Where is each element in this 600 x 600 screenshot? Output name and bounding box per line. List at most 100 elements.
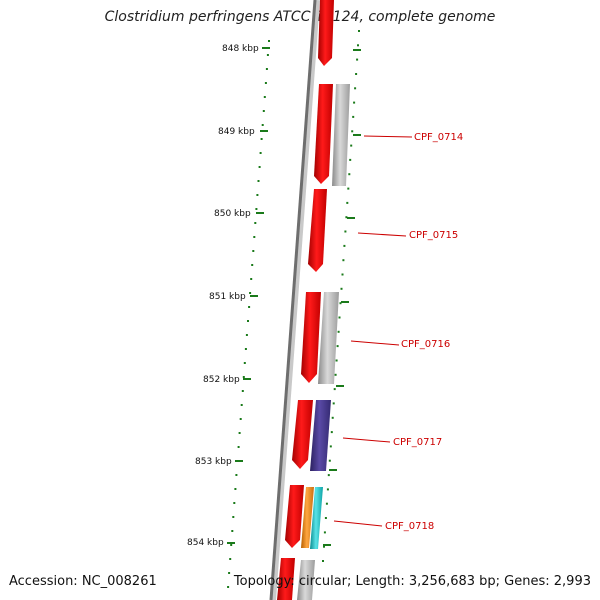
tick-854: 854 kbp: [187, 538, 235, 548]
feature-purple: [310, 400, 331, 471]
scale-dot: [264, 82, 267, 84]
scale-dot: [350, 144, 353, 147]
tick-848: 848 kbp: [222, 44, 270, 54]
scale-dot: [261, 124, 264, 126]
scale-dot: [340, 287, 343, 290]
scale-dot: [262, 110, 265, 112]
scale-dot: [238, 432, 241, 434]
tick-850: 850 kbp: [214, 209, 264, 219]
scale-dot: [243, 362, 246, 364]
scale-dot: [236, 460, 239, 462]
tick-849: 849 kbp: [218, 127, 268, 137]
tick-label: 850 kbp: [214, 209, 251, 219]
scale-dot: [323, 531, 326, 534]
scale-dot: [345, 216, 348, 219]
gene-label-text[interactable]: CPF_0715: [409, 230, 458, 241]
scale-dot: [337, 330, 340, 333]
tick-label: 854 kbp: [187, 538, 224, 548]
feature-cyan: [310, 487, 323, 549]
leader-line: [357, 232, 407, 237]
scale-dot: [234, 488, 237, 490]
gene-label-text[interactable]: CPF_0714: [414, 132, 463, 143]
gene-label-cpf-0716[interactable]: CPF_0716: [350, 339, 450, 350]
scale-dot: [358, 30, 360, 32]
scale-dot: [248, 306, 251, 308]
scale-dot: [249, 292, 252, 294]
scale-dot: [228, 572, 231, 574]
gene-arrow-red: [314, 84, 333, 184]
scale-dot: [259, 152, 262, 154]
gene-label-text[interactable]: CPF_0716: [401, 339, 450, 350]
scale-dot: [231, 530, 234, 532]
scale-dot: [347, 187, 350, 190]
scale-dot: [330, 431, 333, 434]
scale-dot: [344, 230, 347, 233]
feature-gray: [297, 560, 315, 600]
scale-dot: [232, 516, 235, 518]
tick-label: 849 kbp: [218, 127, 255, 137]
scale-dot: [351, 130, 354, 133]
scale-dot: [335, 359, 338, 362]
gene-arrow-red: [301, 292, 321, 383]
gene-label-text[interactable]: CPF_0717: [393, 437, 442, 448]
leader-line: [363, 135, 413, 138]
scale-dot: [265, 68, 268, 70]
scale-dot: [242, 376, 245, 378]
gene-label-cpf-0714[interactable]: CPF_0714: [363, 132, 463, 143]
scale-dot: [343, 244, 346, 247]
gene-label-text[interactable]: CPF_0718: [385, 521, 434, 532]
scale-dot: [229, 558, 232, 560]
feature-gray: [318, 292, 339, 384]
scale-dot: [357, 44, 359, 47]
gene-features: [277, 0, 350, 600]
gene-label-cpf-0717[interactable]: CPF_0717: [342, 437, 442, 448]
tick-853: 853 kbp: [195, 457, 243, 467]
gene-arrow-red: [277, 558, 295, 600]
backbone-line: [269, 0, 317, 600]
scale-dot: [332, 402, 335, 405]
accession-text: Accession: NC_008261: [9, 574, 157, 589]
scale-dot: [349, 158, 352, 161]
scale-dot: [323, 545, 325, 548]
scale-dot: [268, 40, 270, 42]
leader-line: [342, 437, 391, 443]
gene-arrow-red: [318, 0, 334, 66]
gene-arrow-red: [308, 189, 327, 272]
gene-label-cpf-0718[interactable]: CPF_0718: [333, 520, 434, 532]
gene-arrow-red: [292, 400, 313, 469]
scale-dot: [230, 544, 233, 546]
scale-dot: [255, 208, 258, 210]
scale-dot: [253, 236, 256, 238]
scale-dot: [235, 474, 238, 476]
tick-label: 851 kbp: [209, 292, 246, 302]
scale-dot: [251, 264, 254, 266]
scale-dot: [353, 101, 356, 104]
scale-dot: [326, 488, 329, 491]
scale-dot: [266, 54, 269, 56]
scale-dot: [354, 87, 357, 90]
backbone: [269, 0, 320, 600]
scale-dot: [339, 302, 342, 305]
gene-arrow-red: [285, 485, 304, 548]
scale-dot: [324, 517, 327, 519]
scale-dot: [338, 316, 341, 319]
tick-852: 852 kbp: [203, 375, 251, 385]
scale-dot: [244, 348, 247, 350]
backbone-shadow: [270, 0, 320, 600]
feature-gray: [332, 84, 350, 186]
scale-dot: [233, 502, 236, 504]
scale-dot: [352, 115, 355, 118]
page-title: Clostridium perfringens ATCC 13124, comp…: [104, 9, 496, 25]
scale-dot: [257, 180, 260, 182]
leader-line: [350, 340, 400, 346]
gene-label-cpf-0715[interactable]: CPF_0715: [357, 230, 458, 241]
scale-dot: [252, 250, 255, 252]
scale-dot: [348, 173, 351, 176]
scale-dots: [227, 30, 361, 588]
scale-dot: [325, 502, 328, 505]
scale-dot: [334, 373, 337, 376]
genome-summary-text: Topology: circular; Length: 3,256,683 bp…: [233, 574, 591, 589]
scale-dot: [336, 345, 339, 348]
